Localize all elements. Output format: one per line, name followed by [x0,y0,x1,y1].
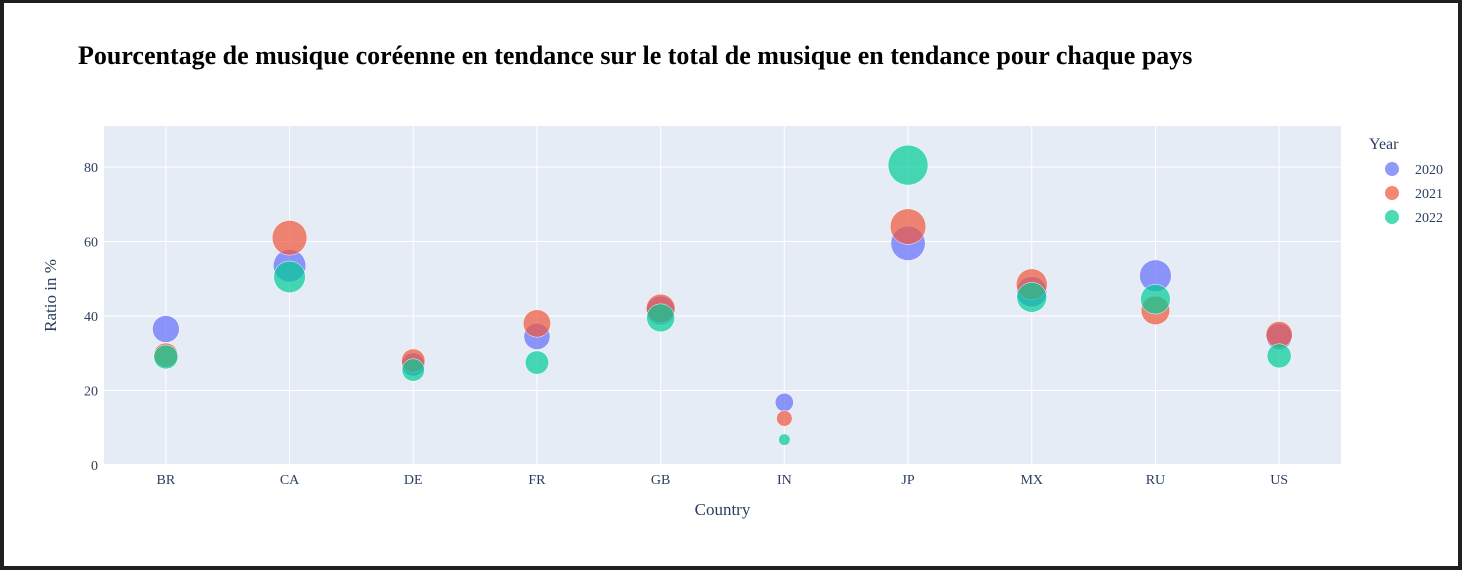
legend-label-2021[interactable]: 2021 [1415,187,1443,202]
bubble-2022-DE[interactable] [401,358,425,382]
bubble-2022-GB[interactable] [646,303,675,333]
y-tick-label: 60 [84,235,98,250]
bubble-2022-IN[interactable] [778,433,791,446]
x-tick-label: FR [528,473,546,488]
y-tick-label: 40 [84,310,98,325]
plot-background [104,126,1341,465]
x-tick-label: IN [777,473,792,488]
x-tick-label: JP [901,473,914,488]
x-tick-label: BR [157,473,176,488]
legend-title: Year [1369,136,1399,153]
legend-marker-2022[interactable] [1385,210,1399,224]
x-axis-title: Country [695,500,751,519]
y-tick-label: 20 [84,384,98,399]
bubble-2022-US[interactable] [1266,343,1292,369]
bubble-2021-CA[interactable] [271,220,308,256]
legend-label-2020[interactable]: 2020 [1415,163,1443,178]
legend-marker-2021[interactable] [1385,186,1399,200]
bubble-2022-RU[interactable] [1140,284,1171,315]
bubble-2022-MX[interactable] [1016,282,1047,313]
bubble-2020-IN[interactable] [774,393,794,412]
bubble-2021-JP[interactable] [889,208,927,245]
y-tick-label: 80 [84,161,98,176]
x-tick-label: MX [1020,473,1043,488]
x-tick-label: GB [651,473,670,488]
x-tick-label: RU [1146,473,1165,488]
bubble-2021-FR[interactable] [522,309,551,338]
legend-marker-2020[interactable] [1385,162,1399,176]
y-axis-title: Ratio in % [41,259,60,332]
bubble-2021-IN[interactable] [776,410,793,427]
legend-label-2022[interactable]: 2022 [1415,211,1443,226]
bubble-2022-BR[interactable] [153,344,179,370]
chart-frame: Pourcentage de musique coréenne en tenda… [4,3,1458,566]
bubble-chart[interactable]: 0 20 40 60 80 BR CA DE FR GB IN JP MX RU US Country Rati… [4,3,1458,566]
bubble-2022-JP[interactable] [887,144,929,186]
x-tick-label: DE [404,473,423,488]
bubble-2022-FR[interactable] [525,350,549,375]
bubble-2020-BR[interactable] [152,315,180,343]
x-tick-label: US [1270,473,1288,488]
y-tick-label: 0 [91,459,98,474]
x-tick-label: CA [280,473,300,488]
chart-title: Pourcentage de musique coréenne en tenda… [78,41,1193,70]
bubble-2022-CA[interactable] [273,260,306,293]
